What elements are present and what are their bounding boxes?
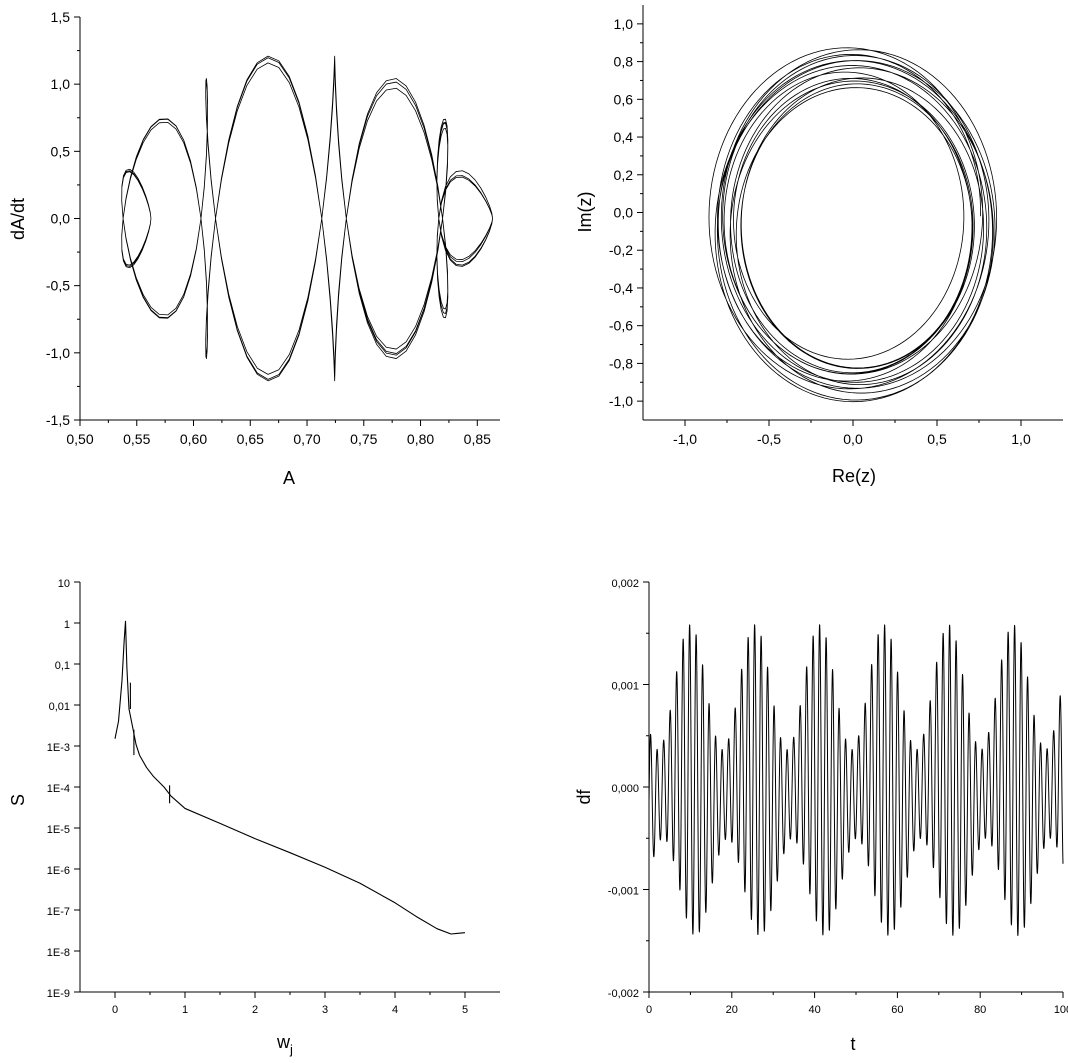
- x-tick-label: 60: [891, 1004, 903, 1016]
- complex-orbit-trajectory: [708, 47, 998, 403]
- y-tick-label: -0,5: [46, 278, 70, 294]
- spectrum-ylabel: S: [8, 794, 28, 806]
- x-tick-label: 1: [182, 1004, 188, 1016]
- x-tick-label: 4: [392, 1004, 398, 1016]
- complex-orbit-axes: -1,0 -0,5 0,0 0,5 1,0 -1,0 -0,8 -0,6 -0,4 -0,2 0,0…: [609, 5, 1063, 447]
- y-tick-label: -0,6: [609, 318, 633, 334]
- x-tick-label: 40: [808, 1004, 820, 1016]
- orbit-line: [708, 47, 998, 403]
- y-tick-label: 1,0: [51, 76, 71, 92]
- x-tick-label: 20: [726, 1004, 738, 1016]
- x-tick-label: 80: [974, 1004, 986, 1016]
- x-tick-label: 0,80: [407, 431, 434, 447]
- y-tick-label: 0,001: [611, 681, 639, 693]
- complex-orbit-panel: -1,0 -0,5 0,0 0,5 1,0 -1,0 -0,8 -0,6 -0,4 -0,2 0,0…: [575, 5, 1063, 486]
- x-tick-label: -0,5: [757, 431, 781, 447]
- y-tick-label: 0,6: [614, 91, 634, 107]
- x-tick-label: 5: [462, 1004, 468, 1016]
- y-tick-label: 0,2: [614, 167, 634, 183]
- x-tick-label: 0,70: [293, 431, 320, 447]
- timeseries-ylabel: df: [574, 788, 594, 804]
- x-tick-label: 100: [1054, 1004, 1068, 1016]
- y-tick-label: 0,0: [614, 205, 634, 221]
- phase-portrait-xlabel: A: [283, 468, 295, 488]
- y-tick-label: 1E-6: [47, 865, 70, 877]
- y-tick-label: 1E-7: [47, 906, 70, 918]
- x-tick-label: 0,85: [464, 431, 491, 447]
- y-tick-label: -1,0: [609, 393, 633, 409]
- y-tick-label: 1E-3: [47, 742, 70, 754]
- y-tick-label: 1,0: [614, 16, 634, 32]
- x-tick-label: 0,60: [180, 431, 207, 447]
- timeseries-line: [648, 624, 1064, 936]
- y-tick-label: 0,002: [611, 578, 639, 590]
- x-tick-label: 3: [322, 1004, 328, 1016]
- phase-trajectory-line: [121, 55, 494, 382]
- y-tick-label: 1E-9: [47, 988, 70, 1000]
- y-tick-label: 0,5: [51, 143, 71, 159]
- y-tick-label: 1E-4: [47, 783, 70, 795]
- y-tick-label: -1,5: [46, 412, 70, 428]
- x-tick-label: 2: [252, 1004, 258, 1016]
- y-tick-label: 0,8: [614, 54, 634, 70]
- y-tick-label: 0,4: [614, 129, 634, 145]
- y-tick-label: 1E-5: [47, 824, 70, 836]
- spectrum-axes: 0 1 2 3 4 5 10 1 0,1 0,01 1E-3 1E-4 1E-5 1E-6 1E-7 1E-8…: [47, 578, 500, 1016]
- y-tick-label: 1E-8: [47, 947, 70, 959]
- y-tick-label: 0,000: [611, 783, 639, 795]
- spectrum-curve: [114, 620, 466, 935]
- spectrum-panel: 0 1 2 3 4 5 10 1 0,1 0,01 1E-3 1E-4 1E-5 1E-6 1E-7 1E-8…: [8, 578, 500, 1057]
- x-tick-label: -1,0: [673, 431, 697, 447]
- timeseries-panel: 020406080100-0,002-0,0010,0000,0010,002 …: [574, 578, 1068, 1054]
- phase-portrait-trajectory: [121, 55, 494, 382]
- x-tick-label: 0,0: [843, 431, 863, 447]
- complex-orbit-xlabel: Re(z): [832, 466, 876, 486]
- y-tick-label: -0,4: [609, 280, 633, 296]
- y-tick-label: 0,0: [51, 211, 71, 227]
- timeseries-curve: [648, 624, 1064, 936]
- y-tick-label: -0,8: [609, 355, 633, 371]
- x-tick-label: 0: [112, 1004, 118, 1016]
- y-tick-label: 0,01: [49, 701, 70, 713]
- x-tick-label: 0,55: [123, 431, 150, 447]
- timeseries-axes: 0 20 40 60 80 100 -0,002 -0,001 0,000 0,001 0,002: [608, 578, 1068, 1016]
- phase-portrait-ylabel: dA/dt: [8, 198, 28, 240]
- y-tick-label: 1,5: [51, 9, 71, 25]
- phase-portrait-axes: 0,50 0,55 0,60 0,65 0,70 0,75 0,80 0,85 -1,5 -1,0…: [46, 9, 500, 447]
- spectrum-xlabel: wj: [276, 1032, 293, 1057]
- y-tick-label: -0,002: [608, 988, 639, 1000]
- x-tick-label: 0: [646, 1004, 652, 1016]
- phase-portrait-panel: 0,50 0,55 0,60 0,65 0,70 0,75 0,80 0,85 -1,5 -1,0…: [8, 9, 500, 488]
- x-tick-label: 0,65: [237, 431, 264, 447]
- y-tick-label: 10: [58, 578, 70, 590]
- spectrum-xlabel-subscript: j: [289, 1042, 293, 1057]
- y-tick-label: -0,2: [609, 242, 633, 258]
- timeseries-xlabel: t: [850, 1034, 855, 1054]
- x-tick-label: 0,75: [350, 431, 377, 447]
- x-tick-label: 0,50: [66, 431, 93, 447]
- spectrum-line: [114, 620, 466, 935]
- complex-orbit-ylabel: Im(z): [575, 192, 595, 233]
- y-tick-label: -0,001: [608, 886, 639, 898]
- x-tick-label: 0,5: [927, 431, 947, 447]
- x-tick-label: 1,0: [1011, 431, 1031, 447]
- y-tick-label: -1,0: [46, 345, 70, 361]
- y-tick-label: 1: [64, 619, 70, 631]
- y-tick-label: 0,1: [55, 660, 70, 672]
